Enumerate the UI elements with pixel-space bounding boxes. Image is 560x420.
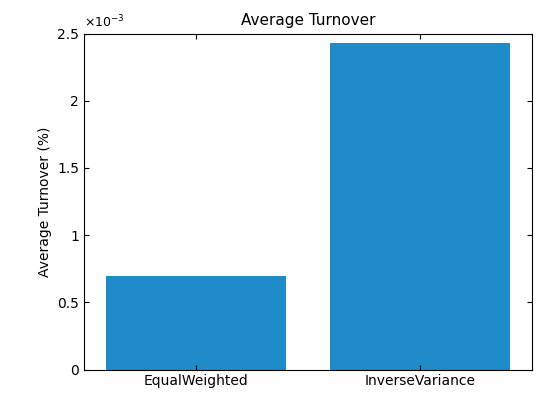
Bar: [330, 43, 510, 370]
Bar: [106, 276, 286, 370]
Title: Average Turnover: Average Turnover: [241, 13, 375, 28]
Y-axis label: Average Turnover (%): Average Turnover (%): [38, 126, 52, 277]
Text: $\times10^{-3}$: $\times10^{-3}$: [84, 13, 125, 30]
